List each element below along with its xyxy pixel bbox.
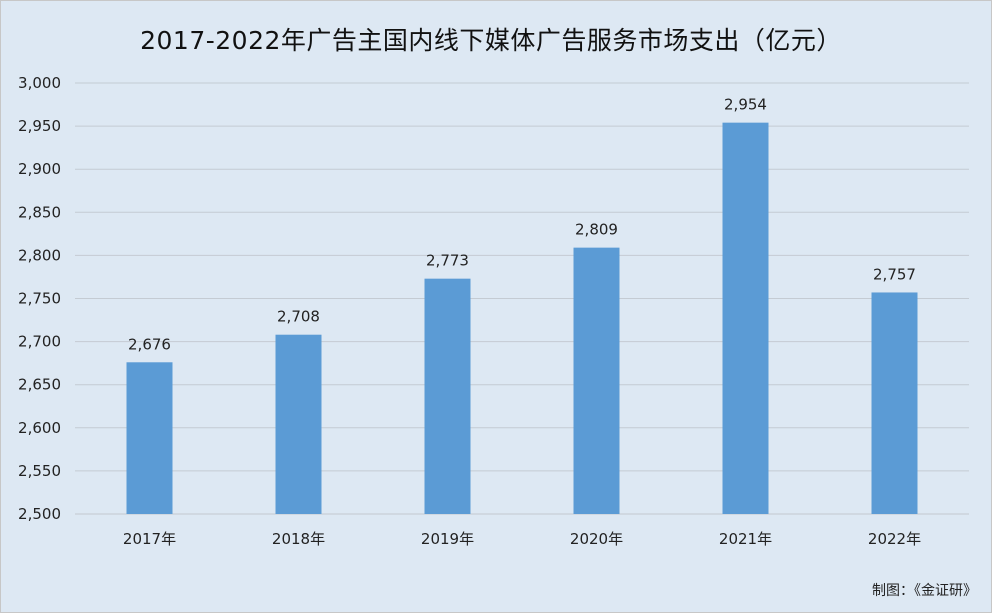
y-tick-label: 2,850 xyxy=(18,203,61,221)
x-tick-label: 2021年 xyxy=(719,530,772,548)
data-label: 2,773 xyxy=(426,252,469,270)
chart-title-text: 2017-2022年广告主国内线下媒体广告服务市场支出（亿元） xyxy=(140,26,842,55)
x-axis-ticks: 2017年 2018年 2019年 2020年 2021年 2022年 xyxy=(123,530,921,548)
bar-2018年 xyxy=(275,334,322,514)
x-tick-label: 2017年 xyxy=(123,530,176,548)
y-tick-label: 2,500 xyxy=(18,505,61,523)
bar-2022年 xyxy=(871,292,918,514)
x-tick-label: 2018年 xyxy=(272,530,325,548)
data-label: 2,809 xyxy=(575,221,618,239)
y-axis-ticks: 2,500 2,550 2,600 2,650 2,700 2,750 2,800 2,850… xyxy=(18,74,61,523)
y-tick-label: 2,800 xyxy=(18,246,61,264)
chart-credit: 制图：《金证研》 xyxy=(872,583,977,599)
bar-2020年 xyxy=(573,247,620,514)
y-tick-label: 2,550 xyxy=(18,462,61,480)
y-tick-label: 2,950 xyxy=(18,117,61,135)
data-label: 2,757 xyxy=(873,265,916,283)
y-tick-label: 2,700 xyxy=(18,333,61,351)
bars xyxy=(126,122,918,514)
bar-2019年 xyxy=(424,278,471,514)
data-labels: 2,676 2,708 2,773 2,809 2,954 2,757 xyxy=(128,96,916,354)
y-tick-label: 2,900 xyxy=(18,160,61,178)
data-label: 2,954 xyxy=(724,96,767,114)
y-tick-label: 2,650 xyxy=(18,376,61,394)
x-tick-label: 2020年 xyxy=(570,530,623,548)
chart-title: 2017-2022年广告主国内线下媒体广告服务市场支出（亿元） xyxy=(1,21,991,57)
x-tick-label: 2022年 xyxy=(868,530,921,548)
bar-2021年 xyxy=(722,122,769,514)
y-tick-label: 3,000 xyxy=(18,74,61,92)
data-label: 2,676 xyxy=(128,335,171,353)
gridlines xyxy=(75,82,969,515)
x-tick-label: 2019年 xyxy=(421,530,474,548)
data-label: 2,708 xyxy=(277,308,320,326)
y-tick-label: 2,600 xyxy=(18,419,61,437)
bar-2017年 xyxy=(126,362,173,514)
y-tick-label: 2,750 xyxy=(18,290,61,308)
